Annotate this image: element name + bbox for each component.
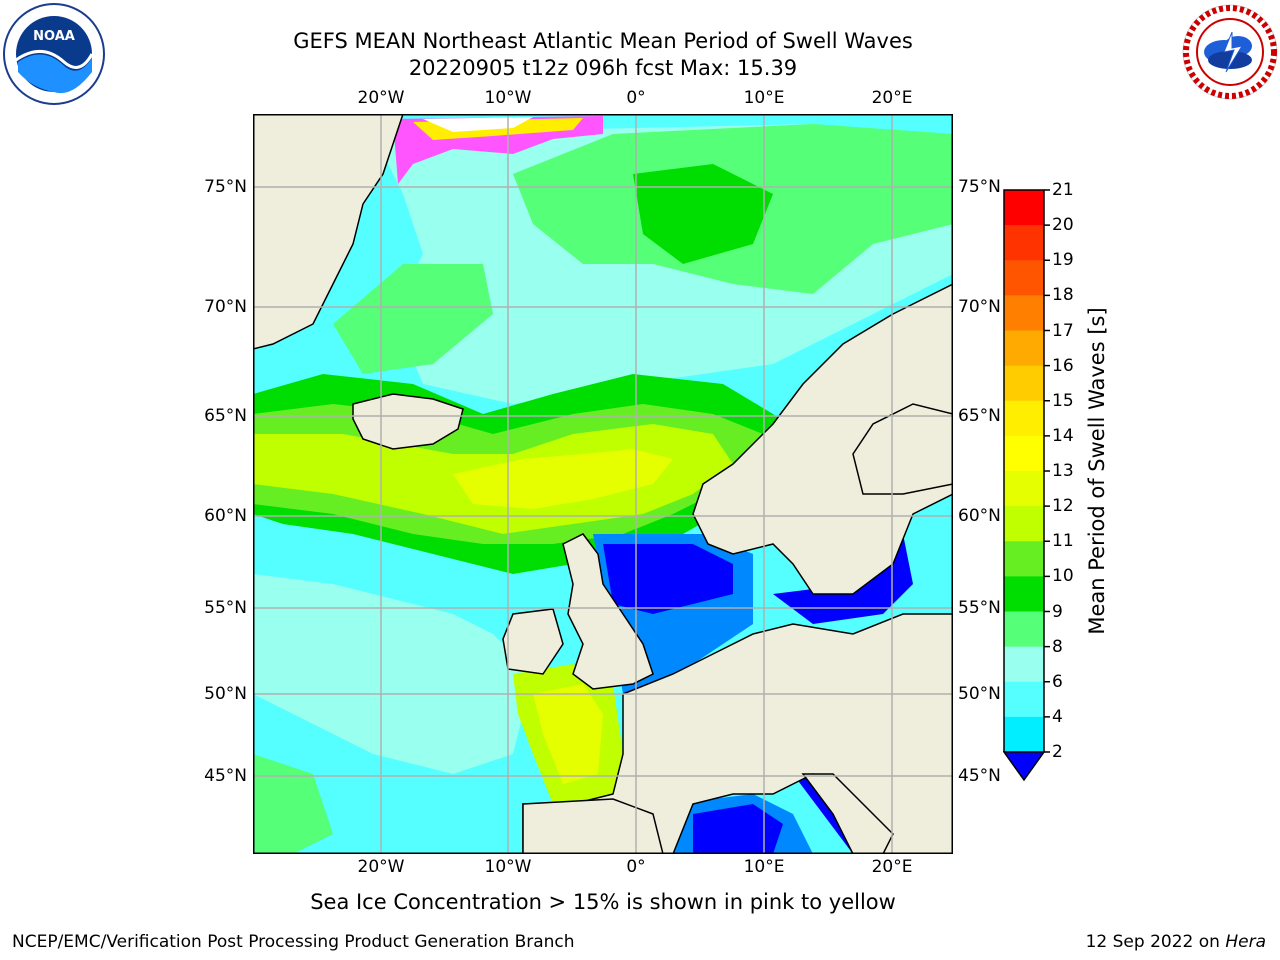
lat-label-right: 50°N — [958, 684, 1001, 704]
colorbar-tick-label: 17 — [1052, 320, 1074, 341]
swell-period-map — [253, 114, 953, 854]
colorbar — [1003, 189, 1050, 782]
colorbar-segment — [1004, 190, 1044, 226]
iberia — [522, 798, 664, 854]
lat-label-left: 55°N — [204, 598, 247, 618]
colorbar-tick-label: 20 — [1052, 215, 1074, 236]
lat-label-right: 65°N — [958, 406, 1001, 426]
lat-label-right: 75°N — [958, 177, 1001, 197]
lon-label-bottom: 20°E — [871, 857, 913, 877]
lat-label-left: 65°N — [204, 406, 247, 426]
colorbar-segment — [1004, 611, 1044, 648]
nws-logo — [1182, 4, 1278, 100]
lat-label-right: 70°N — [958, 297, 1001, 317]
colorbar-segment — [1004, 225, 1044, 261]
colorbar-segment — [1004, 400, 1044, 437]
colorbar-tick-label: 14 — [1052, 425, 1074, 446]
lon-label-bottom: 10°E — [743, 857, 785, 877]
colorbar-segment — [1004, 576, 1044, 612]
colorbar-segment — [1004, 295, 1044, 331]
swell-zone-13-14 — [533, 684, 603, 784]
colorbar-segment — [1004, 435, 1044, 472]
colorbar-segment — [1004, 646, 1044, 683]
colorbar-tick-label: 4 — [1052, 706, 1063, 727]
colorbar-segment — [1004, 506, 1044, 542]
lat-label-left: 75°N — [204, 177, 247, 197]
great-britain — [562, 533, 654, 690]
colorbar-tick-label: 18 — [1052, 285, 1074, 306]
lon-label-bottom: 20°W — [357, 857, 405, 877]
lon-label-bottom: 0° — [626, 857, 646, 877]
lon-label-top: 20°W — [357, 88, 405, 108]
colorbar-tick-label: 12 — [1052, 496, 1074, 517]
colorbar-extend-min — [1003, 751, 1046, 782]
noaa-logo-text: NOAA — [33, 29, 75, 44]
footer-date: 12 Sep 2022 on Hera — [1086, 932, 1266, 952]
colorbar-segment — [1004, 260, 1044, 296]
colorbar-tick-label: 9 — [1052, 601, 1063, 622]
colorbar-segment — [1004, 541, 1044, 577]
sea-ice — [423, 117, 533, 132]
swell-zone-10-11 — [633, 164, 773, 264]
colorbar-tick-label: 16 — [1052, 355, 1074, 376]
lat-label-right: 45°N — [958, 766, 1001, 786]
grid-lines — [253, 114, 953, 854]
colorbar-tick-label: 11 — [1052, 531, 1074, 552]
footer-host: Hera — [1225, 932, 1266, 952]
lon-label-bottom: 10°W — [484, 857, 532, 877]
ireland — [502, 608, 564, 675]
colorbar-segment — [1004, 681, 1044, 718]
colorbar-segment — [1004, 471, 1044, 507]
footer-date-text: 12 Sep 2022 on — [1085, 932, 1226, 952]
colorbar-label: Mean Period of Swell Waves [s] — [1085, 307, 1109, 635]
finland-russia — [852, 403, 953, 495]
colorbar-tick-label: 13 — [1052, 461, 1074, 481]
lat-label-right: 60°N — [958, 506, 1001, 526]
colorbar-tick-label: 6 — [1052, 671, 1063, 692]
lon-label-top: 0° — [626, 88, 646, 108]
lat-label-left: 60°N — [204, 506, 247, 526]
lat-label-right: 55°N — [958, 598, 1001, 618]
lat-label-left: 50°N — [204, 684, 247, 704]
lon-label-top: 10°W — [484, 88, 532, 108]
noaa-logo: NOAA — [3, 3, 105, 105]
chart-title: GEFS MEAN Northeast Atlantic Mean Period… — [293, 29, 913, 53]
greenland — [253, 114, 404, 350]
colorbar-tick-label: 19 — [1052, 250, 1074, 271]
colorbar-tick-label: 2 — [1052, 742, 1063, 762]
colorbar-tick-label: 10 — [1052, 566, 1074, 587]
colorbar-tick-label: 8 — [1052, 636, 1063, 657]
lat-label-left: 70°N — [204, 297, 247, 317]
colorbar-tick-label: 15 — [1052, 390, 1074, 411]
swell-zone-9-10 — [333, 264, 493, 374]
swell-zone-9-10 — [253, 754, 333, 854]
swell-zone-below-2 — [693, 804, 783, 854]
footer-credit: NCEP/EMC/Verification Post Processing Pr… — [12, 932, 575, 952]
chart-subtitle: 20220905 t12z 096h fcst Max: 15.39 — [408, 56, 798, 80]
lat-label-left: 45°N — [204, 766, 247, 786]
colorbar-segment — [1004, 716, 1044, 753]
lon-label-top: 20°E — [871, 88, 913, 108]
colorbar-segment — [1004, 330, 1044, 367]
sea-ice-note: Sea Ice Concentration > 15% is shown in … — [310, 890, 896, 914]
lon-label-top: 10°E — [743, 88, 785, 108]
swell-zone-2-4 — [773, 534, 913, 624]
colorbar-tick-label: 21 — [1052, 180, 1074, 200]
swell-zone-8-9 — [253, 574, 533, 774]
italy — [801, 773, 894, 854]
colorbar-segment — [1004, 365, 1044, 402]
